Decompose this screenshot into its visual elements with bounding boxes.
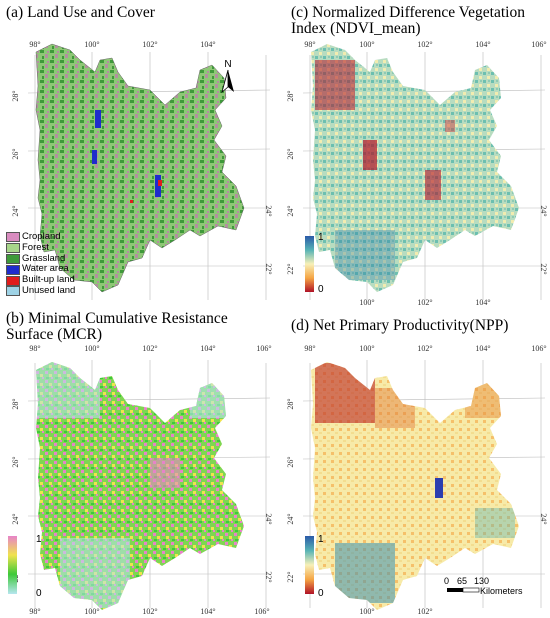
svg-text:102°: 102° (417, 40, 432, 49)
lon-label-98: 98° (29, 40, 40, 49)
panel-ndvi: (c) Normalized Difference Vegetation Ind… (275, 0, 550, 308)
lat-label-24: 24° (11, 205, 20, 216)
scale-tick-130: 130 (474, 576, 490, 586)
legend-swatch (6, 275, 20, 286)
svg-text:98°: 98° (304, 40, 315, 49)
lat-label-28: 28° (11, 90, 20, 101)
legend-swatch (6, 264, 20, 275)
ndvi-cbar-min: 0 (318, 284, 324, 295)
svg-text:106°: 106° (531, 344, 546, 353)
svg-text:26°: 26° (11, 456, 20, 467)
npp-colorbar (305, 536, 314, 594)
svg-text:100°: 100° (359, 344, 374, 353)
panel-c-title: (c) Normalized Difference Vegetation Ind… (291, 4, 525, 37)
panel-b-title: (b) Minimal Cumulative Resistance Surfac… (6, 310, 228, 343)
svg-text:98°: 98° (29, 607, 40, 616)
panel-land-use: (a) Land Use and Cover (0, 0, 275, 308)
svg-text:28°: 28° (286, 398, 295, 409)
svg-text:26°: 26° (286, 456, 295, 467)
lat-label-22-right: 22° (264, 263, 273, 274)
svg-text:22°: 22° (264, 571, 273, 582)
svg-text:26°: 26° (286, 148, 295, 159)
svg-text:100°: 100° (84, 607, 99, 616)
mcr-colorbar (8, 536, 17, 594)
svg-text:104°: 104° (475, 344, 490, 353)
legend-item: Grassland (6, 253, 75, 265)
panel-d-title: (d) Net Primary Productivity(NPP) (291, 317, 509, 334)
legend-item: Forest (6, 242, 75, 254)
mcr-cbar-max: 1 (36, 534, 42, 545)
svg-text:102°: 102° (417, 344, 432, 353)
svg-text:28°: 28° (11, 398, 20, 409)
svg-text:22°: 22° (286, 263, 295, 274)
svg-text:104°: 104° (200, 344, 215, 353)
legend-item: Water area (6, 264, 75, 275)
npp-map: 98° 100° 102° 104° 106° 100° 102° 28° 26… (286, 344, 548, 616)
lat-label-24-right: 24° (264, 205, 273, 216)
scale-tick-0: 0 (444, 576, 450, 586)
svg-text:N: N (224, 59, 231, 70)
land-use-legend: Cropland Forest Grassland Water area Bui… (6, 231, 75, 297)
lon-label-104: 104° (200, 40, 215, 49)
svg-text:22°: 22° (286, 571, 295, 582)
legend-item: Cropland (6, 231, 75, 243)
svg-text:24°: 24° (11, 513, 20, 524)
svg-text:104°: 104° (200, 607, 215, 616)
svg-text:102°: 102° (142, 607, 157, 616)
legend-swatch (6, 232, 20, 243)
svg-text:106°: 106° (256, 344, 271, 353)
svg-text:98°: 98° (304, 344, 315, 353)
svg-text:24°: 24° (539, 205, 548, 216)
panel-a-title: (a) Land Use and Cover (6, 4, 155, 21)
scale-unit: Kilometers (480, 586, 523, 596)
svg-text:100°: 100° (359, 607, 374, 616)
legend-swatch (6, 286, 20, 297)
svg-text:22°: 22° (539, 263, 548, 274)
svg-text:102°: 102° (417, 607, 432, 616)
svg-text:100°: 100° (359, 40, 374, 49)
legend-item: Unused land (6, 285, 75, 297)
panel-mcr: (b) Minimal Cumulative Resistance Surfac… (0, 308, 275, 618)
svg-text:102°: 102° (417, 298, 432, 307)
mcr-cbar-min: 0 (36, 588, 42, 599)
svg-text:24°: 24° (286, 205, 295, 216)
land-use-map: 98° 100° 102° 104° 28° 26° 24° 24° 22° N (11, 40, 273, 300)
mcr-map: 98° 100° 102° 104° 106° 98° 100° 102° 10… (8, 344, 273, 616)
ndvi-map: 98° 100° 102° 104° 106° 100° 102° 104° 2… (286, 40, 548, 307)
ndvi-cbar-max: 1 (318, 232, 324, 243)
svg-text:100°: 100° (359, 298, 374, 307)
svg-text:24°: 24° (539, 513, 548, 524)
npp-cbar-min: 0 (318, 588, 324, 599)
svg-text:106°: 106° (531, 40, 546, 49)
svg-text:104°: 104° (475, 298, 490, 307)
svg-text:28°: 28° (286, 90, 295, 101)
lat-label-26: 26° (11, 148, 20, 159)
svg-text:98°: 98° (29, 344, 40, 353)
svg-text:104°: 104° (475, 40, 490, 49)
lon-label-102: 102° (142, 40, 157, 49)
svg-text:102°: 102° (142, 344, 157, 353)
legend-item: Built-up land (6, 274, 75, 286)
scale-bar (447, 587, 480, 593)
north-arrow-icon: N (221, 59, 234, 94)
svg-text:106°: 106° (254, 607, 269, 616)
npp-cbar-max: 1 (318, 534, 324, 545)
panel-npp: (d) Net Primary Productivity(NPP) (275, 308, 550, 618)
legend-swatch (6, 243, 20, 254)
ndvi-colorbar (305, 236, 314, 292)
scale-tick-65: 65 (457, 576, 468, 586)
lon-label-100: 100° (84, 40, 99, 49)
svg-text:24°: 24° (264, 513, 273, 524)
svg-text:24°: 24° (286, 513, 295, 524)
svg-text:100°: 100° (84, 344, 99, 353)
legend-swatch (6, 253, 20, 264)
